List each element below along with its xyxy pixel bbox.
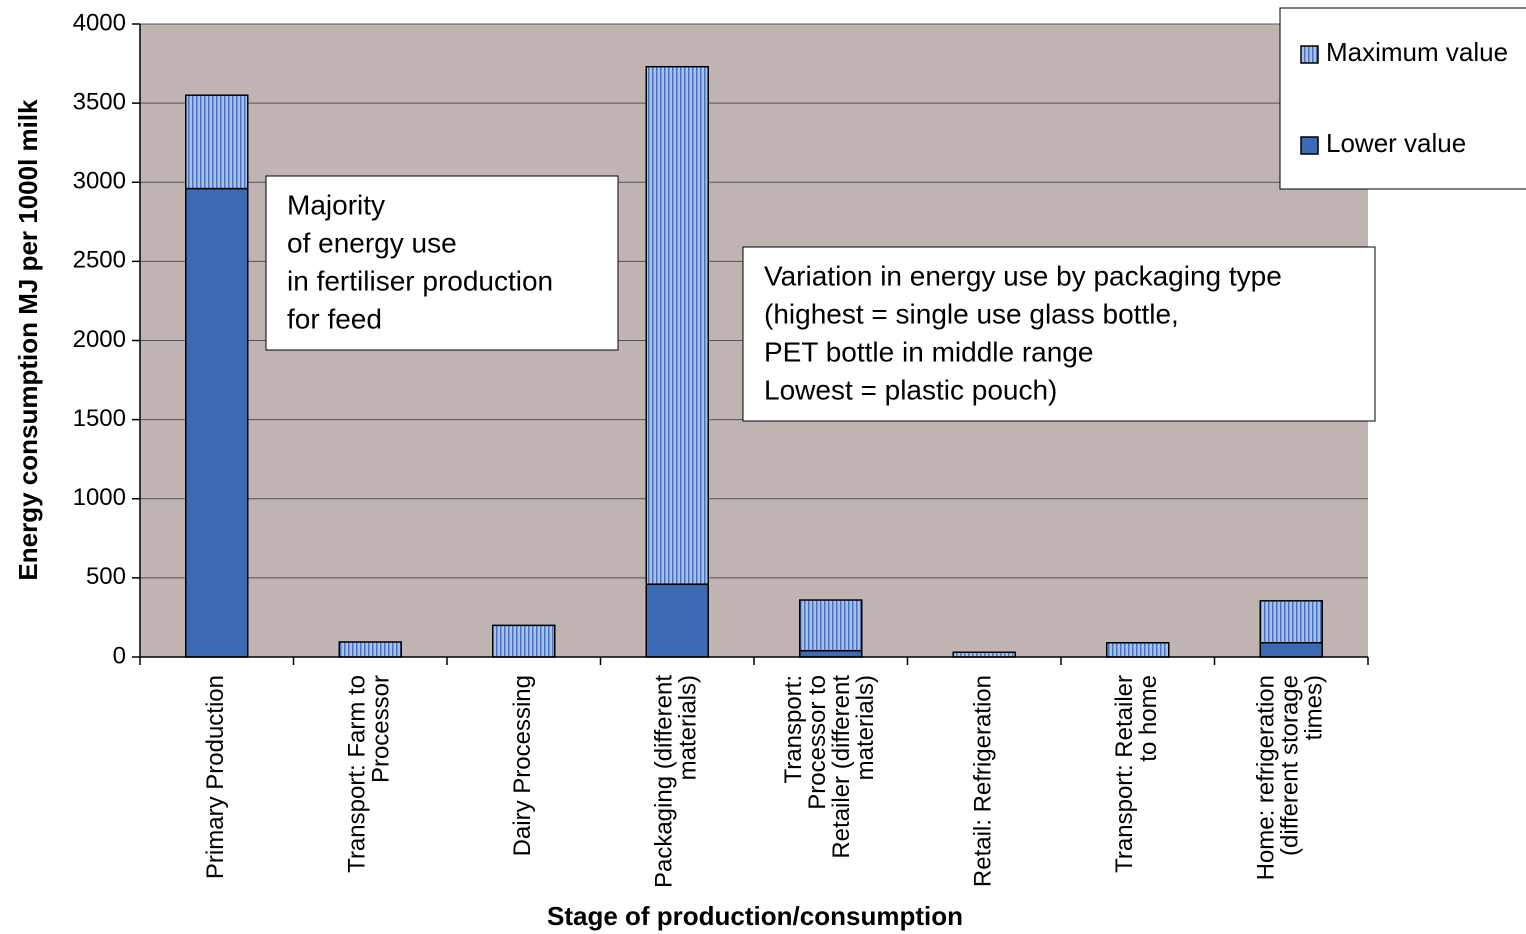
- y-tick-label: 2500: [73, 247, 126, 274]
- y-tick-label: 500: [86, 563, 126, 590]
- annotation-text: for feed: [287, 303, 382, 334]
- y-axis-title: Energy consumption MJ per 1000l milk: [13, 99, 43, 581]
- bar-segment: [185, 94, 249, 190]
- x-tick-label: Transport:Processor toRetailer (differen…: [780, 675, 879, 859]
- bar-segment: [185, 187, 249, 658]
- annotation-box: [265, 175, 619, 351]
- bar-segment: [799, 599, 863, 652]
- y-tick-label: 3000: [73, 168, 126, 195]
- annotation-box: [742, 246, 1376, 422]
- legend-swatch: [1300, 136, 1319, 155]
- y-tick-label: 0: [113, 642, 126, 669]
- annotation-text: Lowest = plastic pouch): [764, 374, 1057, 405]
- x-tick-label: Packaging (differentmaterials): [651, 675, 702, 888]
- x-axis-title: Stage of production/consumption: [547, 901, 963, 931]
- x-tick-label: Dairy Processing: [509, 675, 536, 856]
- annotation-text: Variation in energy use by packaging typ…: [764, 260, 1282, 291]
- y-tick-label: 2000: [73, 326, 126, 353]
- bar-segment: [645, 65, 709, 585]
- legend: [1279, 7, 1526, 190]
- x-tick-label: Home: refrigeration(different storagetim…: [1253, 675, 1328, 880]
- legend-swatch: [1300, 45, 1319, 64]
- legend-label: Lower value: [1326, 128, 1466, 158]
- bar-segment: [338, 641, 402, 658]
- legend-label: Maximum value: [1326, 37, 1508, 67]
- x-tick-label: Primary Production: [202, 675, 229, 879]
- x-tick-label: Retail: Refrigeration: [970, 675, 997, 887]
- y-tick-label: 3500: [73, 88, 126, 115]
- y-tick-label: 4000: [73, 9, 126, 36]
- annotation-text: PET bottle in middle range: [764, 336, 1093, 367]
- annotation-text: (highest = single use glass bottle,: [764, 298, 1179, 329]
- y-tick-label: 1500: [73, 405, 126, 432]
- annotation-text: in fertiliser production: [287, 265, 553, 296]
- bar-segment: [645, 583, 709, 658]
- bar-segment: [799, 649, 863, 658]
- bar-segment: [1259, 642, 1323, 658]
- y-tick-label: 1000: [73, 484, 126, 511]
- x-tick-label: Transport: Retailerto home: [1111, 675, 1162, 873]
- bar-segment: [1259, 600, 1323, 644]
- bar-segment: [492, 624, 556, 658]
- x-tick-label: Transport: Farm toProcessor: [344, 675, 395, 873]
- annotation-text: of energy use: [287, 227, 457, 258]
- annotation-text: Majority: [287, 189, 385, 220]
- bar-segment: [1106, 642, 1170, 658]
